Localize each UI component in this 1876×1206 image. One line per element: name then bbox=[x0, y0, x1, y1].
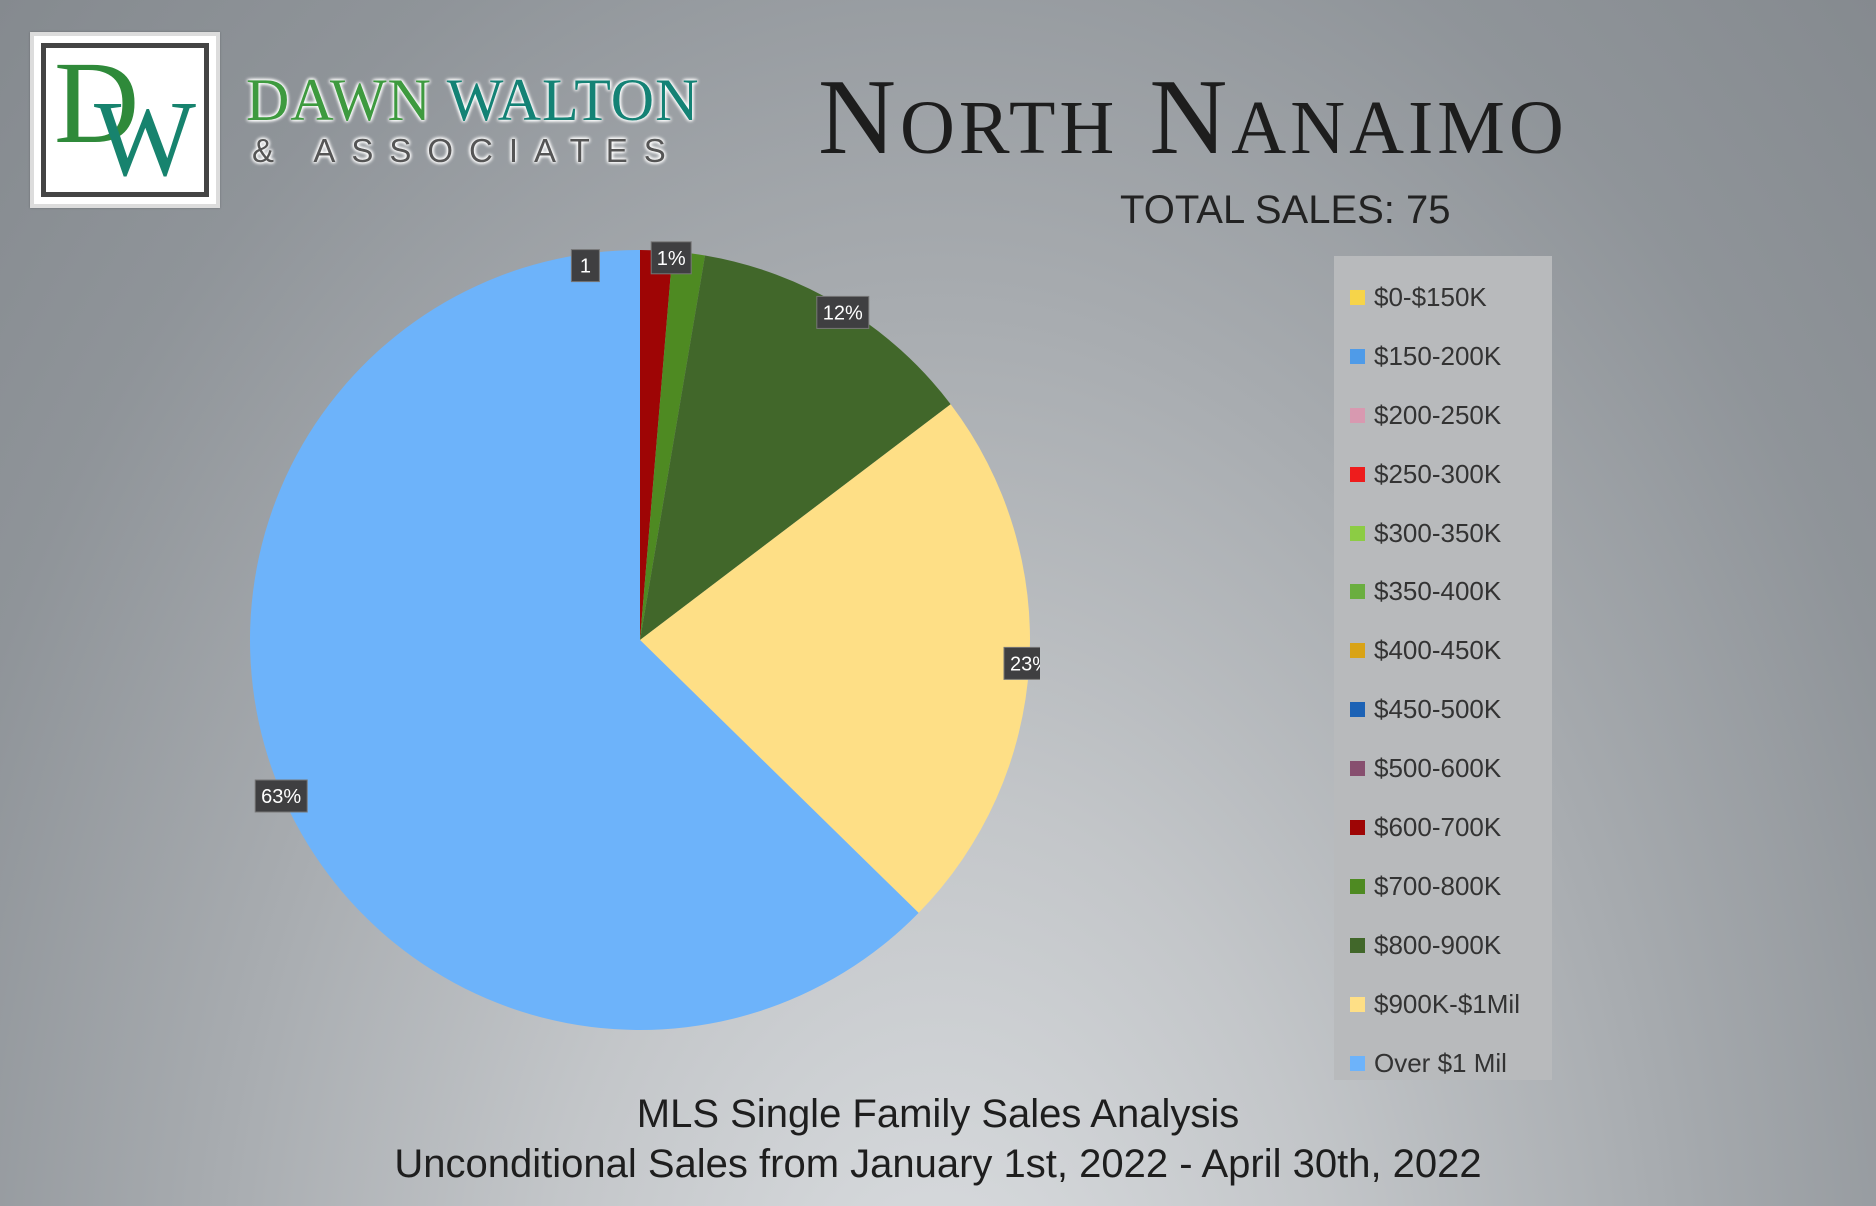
legend-item-7: $450-500K bbox=[1334, 680, 1552, 739]
logo: D W bbox=[30, 32, 220, 208]
pie-data-label-10: 1% bbox=[650, 241, 692, 275]
brand-subtitle: & ASSOCIATES bbox=[252, 132, 682, 169]
legend-item-13: Over $1 Mil bbox=[1334, 1034, 1552, 1093]
chart-footer-title: MLS Single Family Sales Analysis bbox=[636, 1092, 1240, 1136]
legend-swatch bbox=[1350, 702, 1365, 718]
brand-name-first: DAWN bbox=[246, 67, 432, 133]
pie-data-label-9: 1 bbox=[570, 249, 600, 283]
legend-swatch bbox=[1350, 525, 1365, 541]
legend-item-10: $700-800K bbox=[1334, 857, 1552, 916]
pie-slice-13 bbox=[249, 250, 919, 1030]
pie-data-labels: 1 1% 12% 23% 63% bbox=[254, 241, 1040, 813]
legend-item-9: $600-700K bbox=[1334, 798, 1552, 857]
chart-legend: $0-$150K $150-200K $200-250K $250-300K $300-… bbox=[1334, 256, 1552, 1080]
brand-name-last: WALTON bbox=[446, 67, 700, 133]
legend-item-2: $200-250K bbox=[1334, 386, 1552, 445]
legend-label: $500-600K bbox=[1374, 753, 1502, 784]
legend-label: $150-200K bbox=[1374, 340, 1502, 371]
legend-swatch bbox=[1350, 937, 1365, 953]
pie-data-label-12: 23% bbox=[1003, 646, 1040, 680]
legend-label: $200-250K bbox=[1374, 399, 1502, 430]
pie-data-label-11: 12% bbox=[816, 295, 870, 329]
brand-name: DAWN WALTON bbox=[246, 70, 699, 130]
pie-data-label-text-13: 63% bbox=[261, 786, 301, 808]
legend-item-12: $900K-$1Mil bbox=[1334, 975, 1552, 1034]
pie-slices bbox=[249, 250, 1030, 1030]
pie-slice-9 bbox=[640, 250, 673, 640]
legend-label: $350-400K bbox=[1374, 576, 1502, 607]
logo-letter-w: W bbox=[94, 80, 196, 197]
legend-label: $800-900K bbox=[1374, 929, 1502, 960]
legend-item-6: $400-450K bbox=[1334, 621, 1552, 680]
legend-swatch bbox=[1350, 878, 1365, 894]
pie-slice-11 bbox=[640, 255, 951, 640]
legend-label: $700-800K bbox=[1374, 870, 1502, 901]
pie-data-label-text-11: 12% bbox=[823, 302, 863, 324]
pie-chart: 1 1% 12% 23% 63% bbox=[249, 241, 1040, 1030]
legend-item-5: $350-400K bbox=[1334, 562, 1552, 621]
legend-swatch bbox=[1350, 761, 1365, 777]
legend-item-0: $0-$150K bbox=[1334, 268, 1552, 327]
legend-item-1: $150-200K bbox=[1334, 327, 1552, 386]
legend-swatch bbox=[1350, 1055, 1365, 1071]
pie-data-label-text-12: 23% bbox=[1010, 653, 1040, 675]
legend-label: $450-500K bbox=[1374, 694, 1502, 725]
legend-swatch bbox=[1350, 819, 1365, 835]
pie-data-label-text-10: 1% bbox=[657, 248, 686, 270]
legend-swatch bbox=[1350, 348, 1365, 364]
legend-swatch bbox=[1350, 289, 1365, 305]
pie-data-label-text-9: 1 bbox=[580, 256, 591, 278]
page-title: North Nanaimo bbox=[818, 58, 1568, 177]
logo-frame: D W bbox=[41, 43, 209, 197]
total-sales: TOTAL SALES: 75 bbox=[1120, 188, 1451, 232]
legend-item-11: $800-900K bbox=[1334, 916, 1552, 975]
legend-swatch bbox=[1350, 407, 1365, 423]
pie-data-label-13: 63% bbox=[254, 779, 308, 813]
logo-letter-d: D bbox=[54, 43, 140, 168]
legend-swatch bbox=[1350, 584, 1365, 600]
legend-item-8: $500-600K bbox=[1334, 739, 1552, 798]
legend-swatch bbox=[1350, 466, 1365, 482]
legend-label: $250-300K bbox=[1374, 458, 1502, 489]
legend-label: $900K-$1Mil bbox=[1374, 988, 1520, 1019]
legend-item-4: $300-350K bbox=[1334, 504, 1552, 563]
chart-footer-subtitle: Unconditional Sales from January 1st, 20… bbox=[394, 1142, 1482, 1186]
legend-label: $0-$150K bbox=[1374, 281, 1487, 312]
pie-slice-10 bbox=[640, 251, 706, 640]
legend-swatch bbox=[1350, 643, 1365, 659]
pie-slice-12 bbox=[640, 404, 1030, 913]
legend-swatch bbox=[1350, 996, 1365, 1012]
legend-label: $600-700K bbox=[1374, 811, 1502, 842]
legend-label: Over $1 Mil bbox=[1374, 1047, 1507, 1078]
legend-label: $400-450K bbox=[1374, 635, 1502, 666]
legend-item-3: $250-300K bbox=[1334, 445, 1552, 504]
legend-label: $300-350K bbox=[1374, 517, 1502, 548]
